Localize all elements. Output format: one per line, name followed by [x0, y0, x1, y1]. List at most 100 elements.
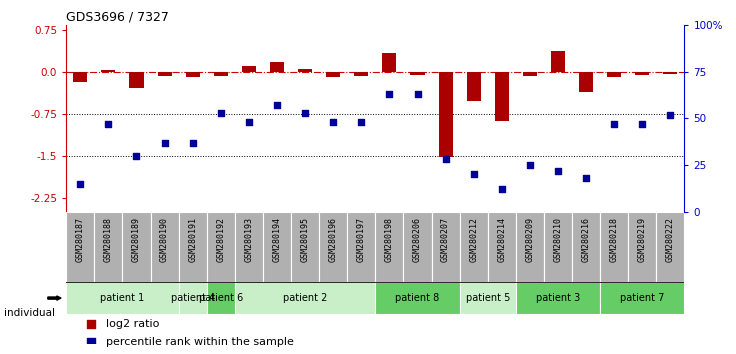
- Point: [524, 162, 536, 168]
- Point: [665, 112, 676, 118]
- Bar: [523, 72, 537, 76]
- Text: patient 6: patient 6: [199, 293, 243, 303]
- Bar: [488, 212, 516, 282]
- Point: [411, 91, 423, 97]
- Bar: [572, 212, 600, 282]
- Bar: [319, 212, 347, 282]
- Bar: [460, 282, 516, 314]
- Bar: [185, 72, 199, 77]
- Point: [102, 121, 114, 127]
- Bar: [326, 72, 340, 77]
- Bar: [579, 72, 593, 92]
- Bar: [66, 212, 94, 282]
- Bar: [122, 212, 151, 282]
- Text: GSM280222: GSM280222: [666, 217, 675, 262]
- Bar: [270, 62, 284, 72]
- Text: GSM280187: GSM280187: [76, 217, 85, 262]
- Bar: [544, 212, 572, 282]
- Text: GSM280219: GSM280219: [638, 217, 647, 262]
- Point: [383, 91, 395, 97]
- Bar: [213, 72, 228, 76]
- Text: patient 8: patient 8: [395, 293, 439, 303]
- Point: [355, 119, 367, 125]
- Text: GSM280190: GSM280190: [160, 217, 169, 262]
- Text: GSM280192: GSM280192: [216, 217, 225, 262]
- Text: GSM280209: GSM280209: [526, 217, 534, 262]
- Text: individual: individual: [4, 308, 54, 318]
- Bar: [375, 212, 403, 282]
- Bar: [635, 72, 649, 75]
- Bar: [179, 282, 207, 314]
- Bar: [354, 72, 368, 76]
- Text: GSM280198: GSM280198: [385, 217, 394, 262]
- Bar: [460, 212, 488, 282]
- Bar: [242, 65, 256, 72]
- Bar: [235, 212, 263, 282]
- Point: [187, 140, 199, 145]
- Text: GSM280210: GSM280210: [553, 217, 562, 262]
- Point: [215, 110, 227, 115]
- Point: [439, 156, 451, 162]
- Text: GSM280206: GSM280206: [413, 217, 422, 262]
- Point: [243, 119, 255, 125]
- Point: [74, 181, 86, 187]
- Bar: [600, 212, 629, 282]
- Text: GSM280207: GSM280207: [441, 217, 450, 262]
- Text: patient 3: patient 3: [536, 293, 580, 303]
- Text: patient 7: patient 7: [620, 293, 665, 303]
- Bar: [551, 51, 565, 72]
- Text: GSM280197: GSM280197: [357, 217, 366, 262]
- Bar: [130, 72, 144, 88]
- Text: log2 ratio: log2 ratio: [107, 319, 160, 329]
- Text: GDS3696 / 7327: GDS3696 / 7327: [66, 11, 169, 24]
- Bar: [151, 212, 179, 282]
- Text: percentile rank within the sample: percentile rank within the sample: [107, 337, 294, 347]
- Point: [594, 153, 606, 159]
- Text: GSM280216: GSM280216: [581, 217, 590, 262]
- Point: [580, 175, 592, 181]
- Bar: [263, 212, 291, 282]
- Text: patient 5: patient 5: [466, 293, 510, 303]
- Text: GSM280218: GSM280218: [609, 217, 619, 262]
- Text: GSM280193: GSM280193: [244, 217, 253, 262]
- Text: GSM280191: GSM280191: [188, 217, 197, 262]
- Point: [552, 168, 564, 173]
- Bar: [607, 72, 621, 77]
- Bar: [439, 72, 453, 157]
- Bar: [158, 72, 171, 76]
- Bar: [411, 72, 425, 75]
- Bar: [235, 282, 375, 314]
- Bar: [629, 212, 657, 282]
- Point: [159, 140, 171, 145]
- Point: [328, 119, 339, 125]
- Text: patient 4: patient 4: [171, 293, 215, 303]
- Bar: [516, 212, 544, 282]
- Text: patient 1: patient 1: [100, 293, 144, 303]
- Bar: [298, 69, 312, 72]
- Bar: [467, 72, 481, 101]
- Bar: [516, 282, 600, 314]
- Point: [271, 102, 283, 108]
- Text: GSM280194: GSM280194: [272, 217, 281, 262]
- Point: [609, 121, 620, 127]
- Bar: [495, 72, 509, 121]
- Bar: [375, 282, 460, 314]
- Bar: [403, 212, 431, 282]
- Text: GSM280189: GSM280189: [132, 217, 141, 262]
- Bar: [207, 282, 235, 314]
- Point: [496, 187, 508, 192]
- Bar: [383, 53, 397, 72]
- Point: [300, 110, 311, 115]
- Bar: [431, 212, 460, 282]
- Text: GSM280196: GSM280196: [329, 217, 338, 262]
- Text: GSM280188: GSM280188: [104, 217, 113, 262]
- Text: GSM280212: GSM280212: [470, 217, 478, 262]
- Text: GSM280195: GSM280195: [300, 217, 310, 262]
- Bar: [600, 282, 684, 314]
- Bar: [179, 212, 207, 282]
- Bar: [291, 212, 319, 282]
- Point: [468, 172, 480, 177]
- Bar: [207, 212, 235, 282]
- Bar: [663, 72, 677, 74]
- Text: GSM280214: GSM280214: [498, 217, 506, 262]
